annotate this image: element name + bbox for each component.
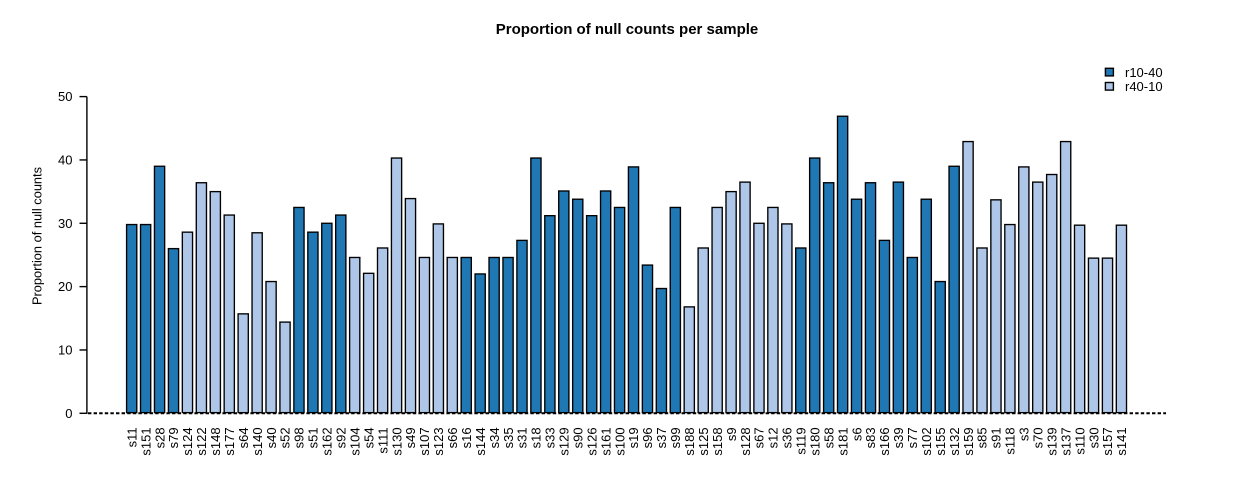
svg-text:s58: s58 bbox=[821, 427, 836, 448]
svg-text:s92: s92 bbox=[334, 427, 349, 448]
svg-text:s122: s122 bbox=[194, 427, 209, 455]
svg-text:s52: s52 bbox=[278, 427, 293, 448]
svg-text:s90: s90 bbox=[570, 427, 585, 448]
svg-text:s125: s125 bbox=[696, 427, 711, 455]
svg-text:s49: s49 bbox=[403, 427, 418, 448]
svg-text:s70: s70 bbox=[1031, 427, 1046, 448]
svg-text:50: 50 bbox=[58, 89, 72, 104]
svg-text:s100: s100 bbox=[612, 427, 627, 455]
svg-text:s39: s39 bbox=[891, 427, 906, 448]
svg-text:40: 40 bbox=[58, 153, 72, 168]
svg-text:s162: s162 bbox=[320, 427, 335, 455]
svg-text:30: 30 bbox=[58, 216, 72, 231]
svg-text:s119: s119 bbox=[794, 427, 809, 454]
svg-text:s12: s12 bbox=[766, 427, 781, 448]
svg-text:s91: s91 bbox=[989, 427, 1004, 448]
svg-text:s157: s157 bbox=[1100, 427, 1115, 455]
svg-text:s139: s139 bbox=[1044, 427, 1059, 455]
svg-text:s132: s132 bbox=[947, 427, 962, 455]
svg-text:s51: s51 bbox=[306, 427, 321, 448]
svg-text:20: 20 bbox=[58, 279, 72, 294]
svg-text:s188: s188 bbox=[682, 427, 697, 455]
svg-text:s6: s6 bbox=[849, 427, 864, 441]
svg-text:10: 10 bbox=[58, 343, 72, 358]
svg-text:s40: s40 bbox=[264, 427, 279, 448]
svg-text:s155: s155 bbox=[933, 427, 948, 455]
svg-text:s118: s118 bbox=[1003, 427, 1018, 454]
svg-text:s148: s148 bbox=[208, 427, 223, 455]
svg-text:s77: s77 bbox=[905, 427, 920, 448]
svg-text:s129: s129 bbox=[557, 427, 572, 455]
svg-text:s34: s34 bbox=[487, 427, 502, 448]
svg-text:s111: s111 bbox=[375, 427, 390, 453]
svg-text:s141: s141 bbox=[1114, 427, 1129, 455]
svg-text:s36: s36 bbox=[780, 427, 795, 448]
svg-text:s9: s9 bbox=[724, 427, 739, 441]
svg-text:s98: s98 bbox=[292, 427, 307, 448]
svg-text:s137: s137 bbox=[1058, 427, 1073, 455]
svg-text:s110: s110 bbox=[1072, 427, 1087, 454]
svg-text:s11: s11 bbox=[124, 427, 139, 447]
svg-text:s128: s128 bbox=[738, 427, 753, 455]
svg-text:s54: s54 bbox=[361, 427, 376, 448]
svg-text:s99: s99 bbox=[668, 427, 683, 448]
svg-text:s140: s140 bbox=[250, 427, 265, 455]
svg-text:s124: s124 bbox=[180, 427, 195, 455]
svg-text:s19: s19 bbox=[626, 427, 641, 448]
svg-text:s30: s30 bbox=[1086, 427, 1101, 448]
svg-text:r40-10: r40-10 bbox=[1125, 79, 1163, 94]
svg-text:s159: s159 bbox=[961, 427, 976, 455]
svg-text:s130: s130 bbox=[389, 427, 404, 455]
svg-text:s31: s31 bbox=[515, 427, 530, 448]
svg-text:s33: s33 bbox=[543, 427, 558, 448]
svg-text:Proportion of null counts per: Proportion of null counts per sample bbox=[496, 21, 759, 38]
svg-text:s104: s104 bbox=[347, 427, 362, 455]
svg-text:s3: s3 bbox=[1017, 427, 1032, 441]
svg-text:s123: s123 bbox=[431, 427, 446, 455]
svg-text:s144: s144 bbox=[473, 427, 488, 455]
svg-text:s64: s64 bbox=[236, 427, 251, 448]
svg-text:s16: s16 bbox=[459, 427, 474, 448]
svg-text:s35: s35 bbox=[501, 427, 516, 448]
svg-text:s102: s102 bbox=[919, 427, 934, 455]
svg-text:s83: s83 bbox=[863, 427, 878, 448]
svg-text:s107: s107 bbox=[417, 427, 432, 455]
svg-text:s37: s37 bbox=[654, 427, 669, 448]
svg-text:s177: s177 bbox=[222, 427, 237, 455]
svg-text:s18: s18 bbox=[529, 427, 544, 448]
svg-text:s66: s66 bbox=[445, 427, 460, 448]
svg-text:s158: s158 bbox=[710, 427, 725, 455]
svg-text:r10-40: r10-40 bbox=[1125, 65, 1163, 80]
svg-text:0: 0 bbox=[65, 406, 72, 421]
svg-text:s28: s28 bbox=[152, 427, 167, 448]
svg-text:s180: s180 bbox=[807, 427, 822, 455]
svg-text:s67: s67 bbox=[752, 427, 767, 448]
svg-text:s161: s161 bbox=[598, 427, 613, 455]
svg-text:s151: s151 bbox=[138, 427, 153, 455]
svg-text:s96: s96 bbox=[640, 427, 655, 448]
svg-text:s181: s181 bbox=[835, 427, 850, 455]
svg-text:s79: s79 bbox=[166, 427, 181, 448]
svg-text:s85: s85 bbox=[975, 427, 990, 448]
svg-text:Proportion of null counts: Proportion of null counts bbox=[29, 167, 44, 305]
svg-text:s166: s166 bbox=[877, 427, 892, 455]
svg-text:s126: s126 bbox=[584, 427, 599, 455]
